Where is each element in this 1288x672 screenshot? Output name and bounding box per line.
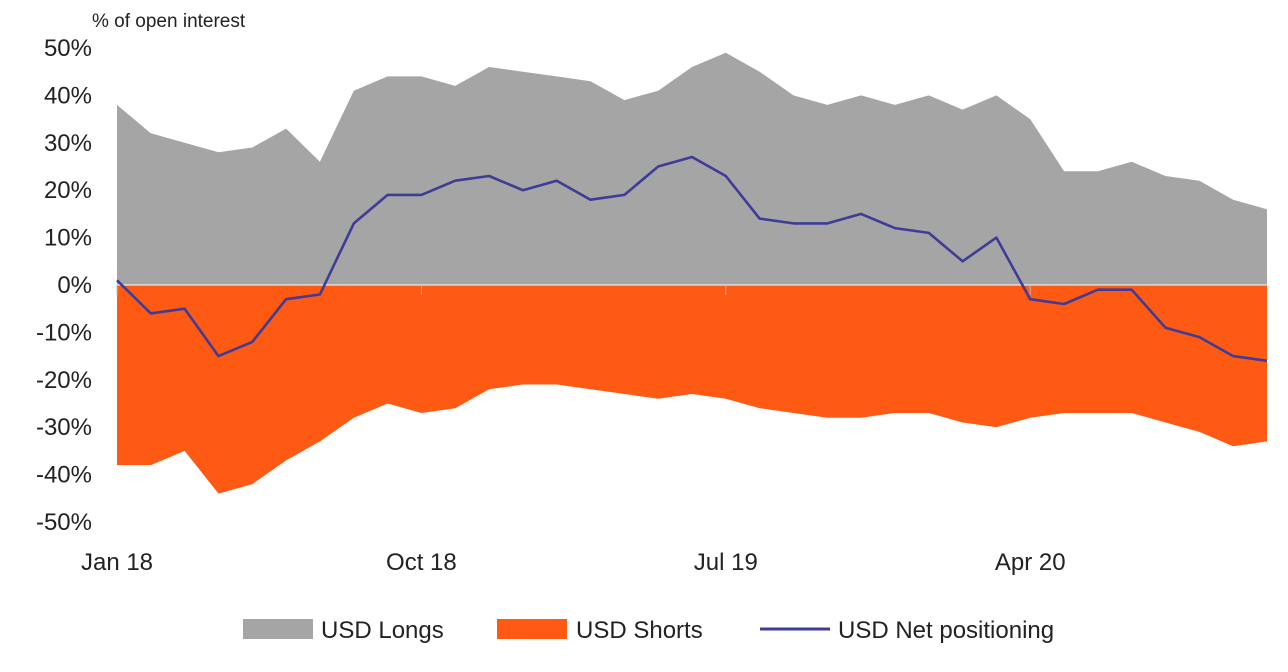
usd-longs-area [117,52,1267,286]
legend: USD Longs USD Shorts USD Net positioning [243,617,1054,644]
legend-label: USD Net positioning [838,617,1054,644]
legend-label: USD Longs [321,617,444,644]
y-tick-label: -40% [36,462,92,489]
legend-swatch [243,619,313,639]
y-tick-label: 30% [44,130,92,157]
x-tick-label: Oct 18 [386,549,457,576]
x-tick-label: Apr 20 [995,549,1066,576]
x-tick-label: Jan 18 [81,549,153,576]
y-tick-label: -10% [36,319,92,346]
legend-label: USD Shorts [576,617,703,644]
y-axis-unit-label: % of open interest [92,11,246,32]
legend-swatch [497,619,567,639]
y-tick-label: -30% [36,414,92,441]
y-tick-label: 10% [44,225,92,252]
y-tick-label: 40% [44,82,92,109]
y-tick-label: -50% [36,509,92,536]
y-tick-label: 0% [57,272,92,299]
x-tick-label: Jul 19 [694,549,758,576]
y-tick-label: 50% [44,35,92,62]
usd-shorts-area [117,285,1267,494]
y-tick-label: 20% [44,177,92,204]
y-tick-label: -20% [36,367,92,394]
